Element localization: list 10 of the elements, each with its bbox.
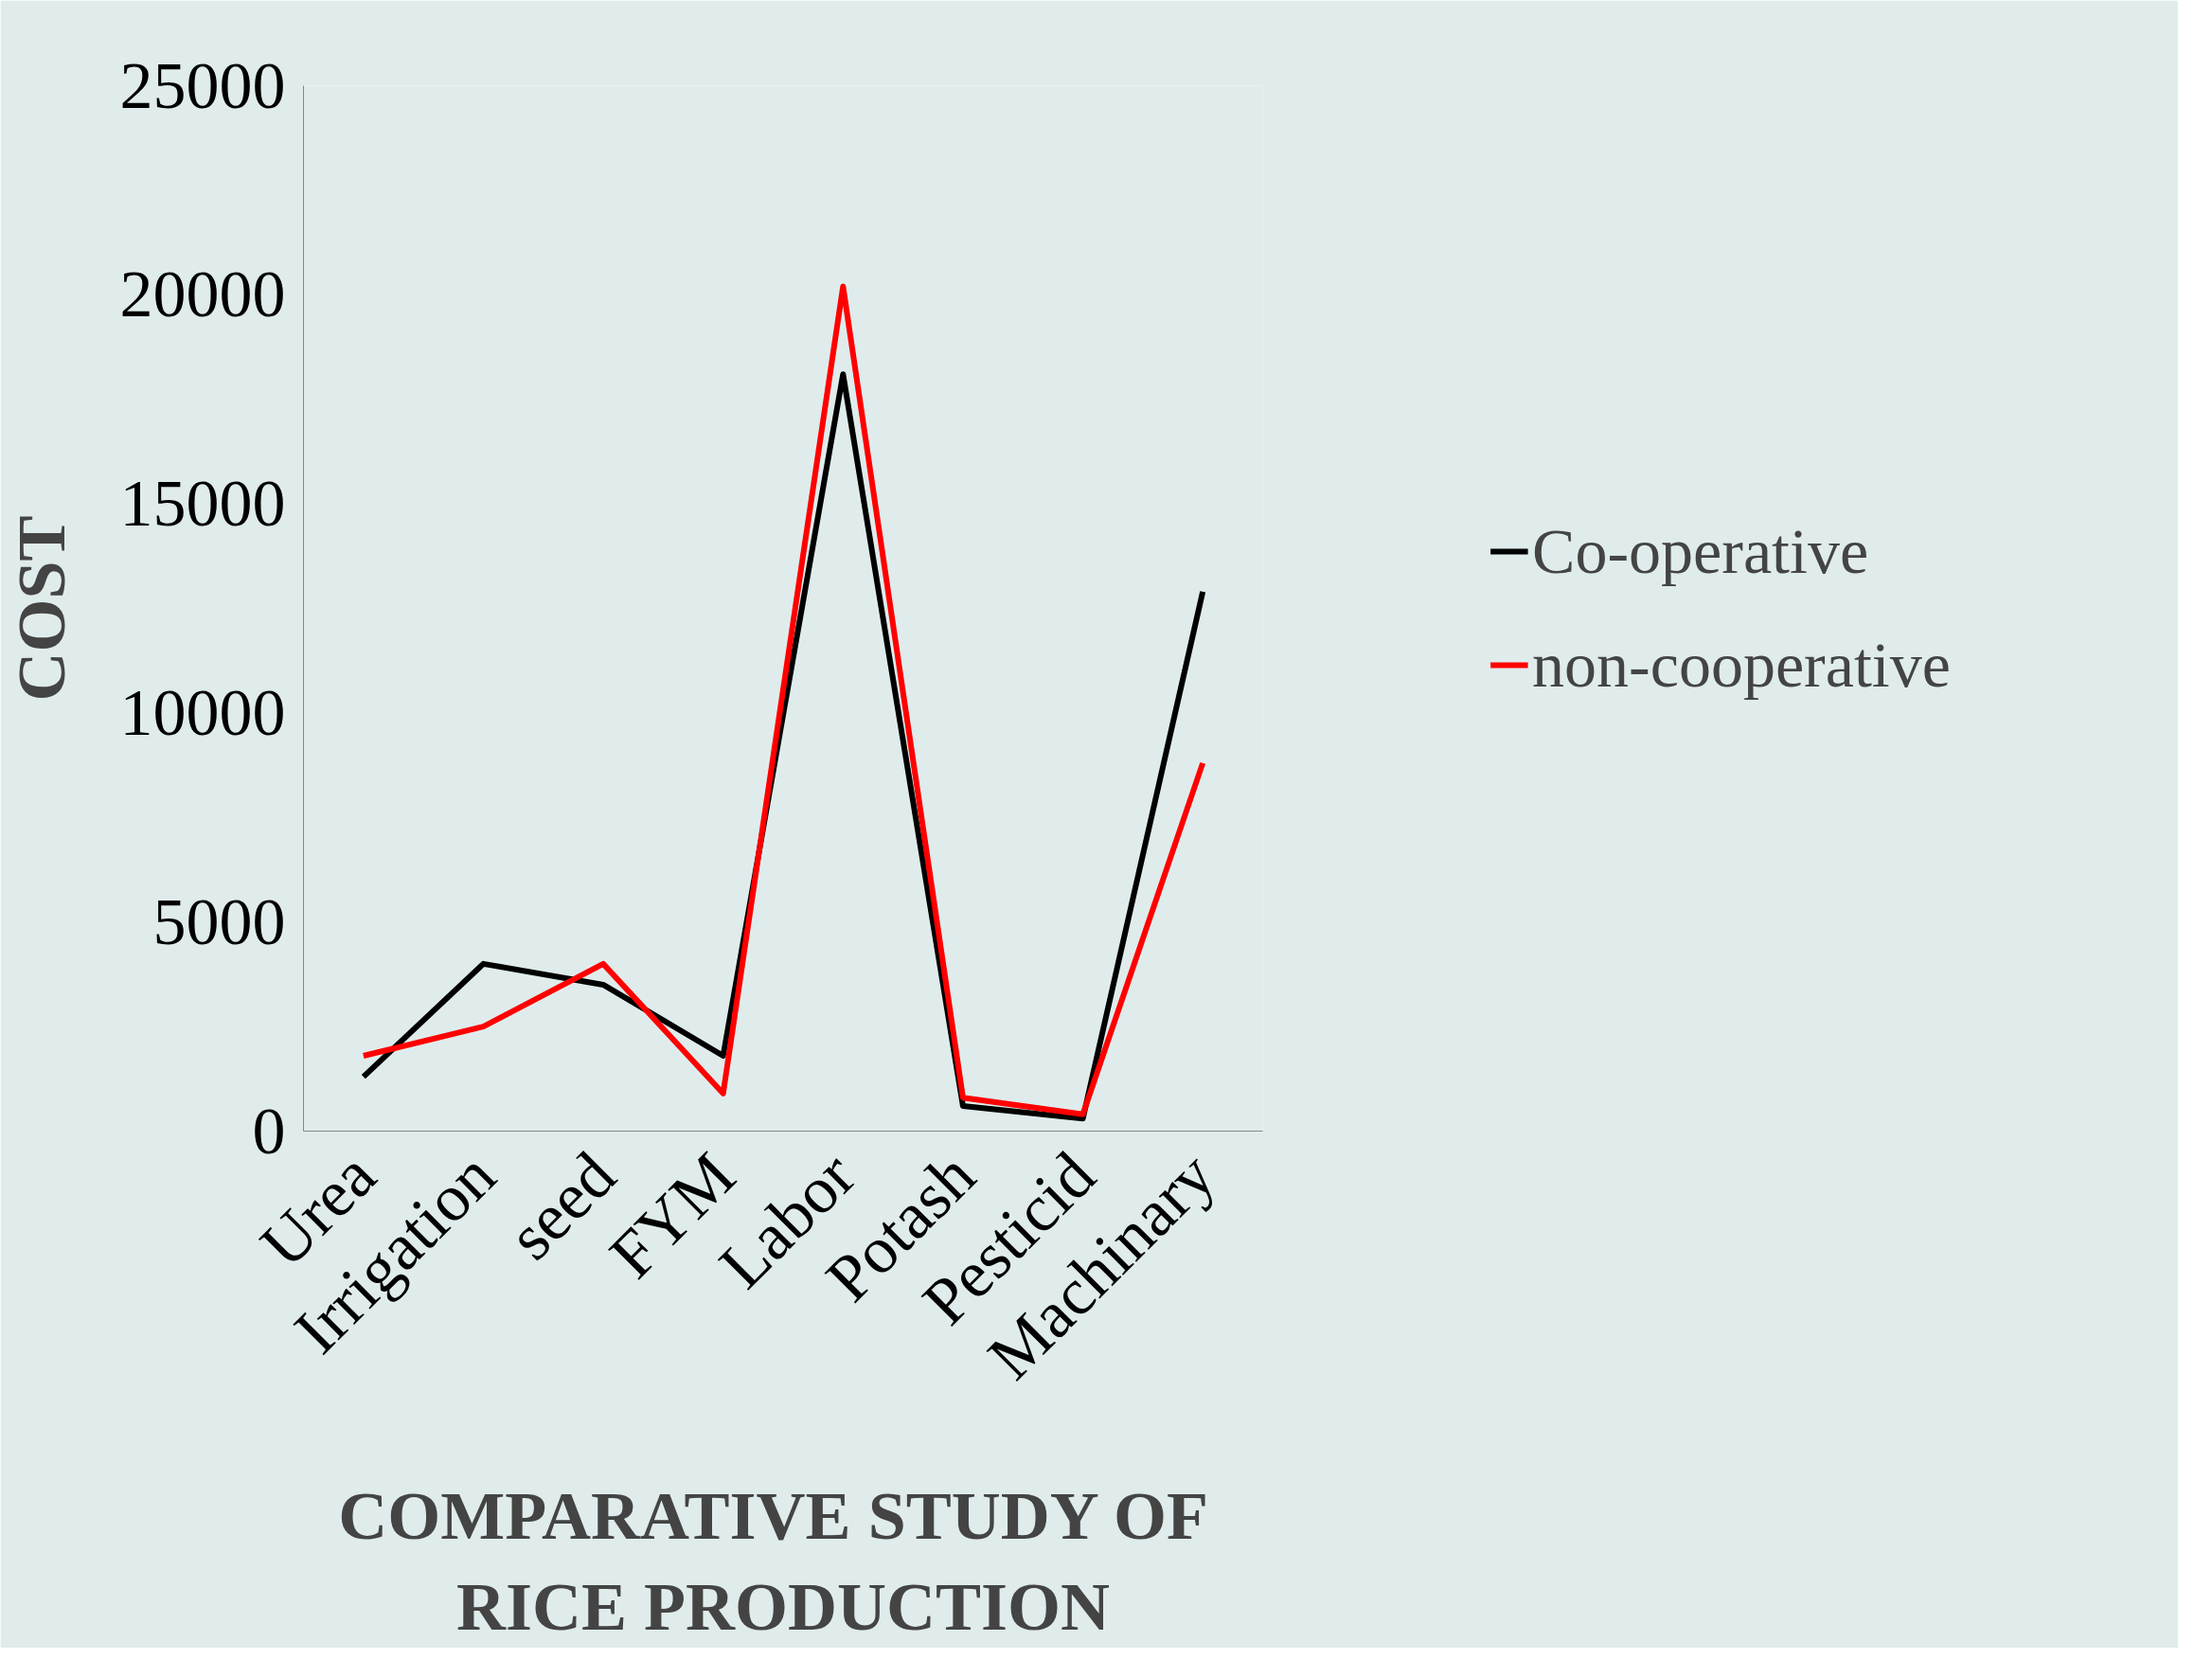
y-tick-label: 0: [252, 1094, 286, 1168]
legend-label: Co-operative: [1532, 513, 1869, 589]
y-tick-label: 10000: [119, 675, 286, 749]
x-axis-title: COMPARATIVE STUDY OF RICE PRODUCTION: [338, 1478, 1208, 1646]
y-tick-label: 5000: [152, 884, 286, 958]
y-axis-title: COST: [3, 515, 80, 702]
y-tick-label: 25000: [119, 48, 286, 122]
y-tick-label: 15000: [119, 467, 286, 541]
legend-label: non-cooperative: [1532, 627, 1951, 703]
y-tick-label: 20000: [119, 258, 286, 331]
